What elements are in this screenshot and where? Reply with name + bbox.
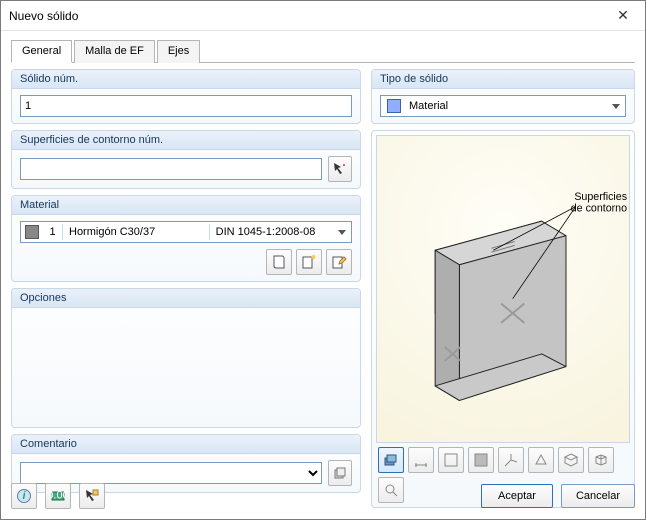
group-material: Material 1 Hormigón C30/37 DIN 1045-1:20… bbox=[11, 195, 361, 282]
dialog-window: Nuevo sólido ✕ General Malla de EF Ejes … bbox=[0, 0, 646, 520]
persp-icon bbox=[533, 452, 549, 468]
solid-type-dropdown-icon[interactable] bbox=[607, 100, 625, 112]
boundary-input[interactable] bbox=[20, 158, 322, 180]
new-icon bbox=[301, 254, 317, 270]
left-column: Sólido núm. Superficies de contorno núm. bbox=[11, 69, 361, 489]
frame-icon bbox=[443, 452, 459, 468]
cancel-button[interactable]: Cancelar bbox=[561, 484, 635, 508]
solid-type-swatch bbox=[387, 99, 401, 113]
edit-icon bbox=[331, 254, 347, 270]
cube-icon bbox=[593, 452, 609, 468]
group-solid-no-label: Sólido núm. bbox=[12, 70, 360, 89]
svg-text:0.00: 0.00 bbox=[50, 490, 66, 502]
client-area: General Malla de EF Ejes Sólido núm. Sup… bbox=[1, 31, 645, 519]
options-body bbox=[12, 308, 360, 320]
preview-annotation-l2: de contorno bbox=[571, 202, 627, 214]
group-solid-type: Tipo de sólido Material bbox=[371, 69, 635, 124]
material-index: 1 bbox=[43, 224, 63, 240]
material-swatch bbox=[25, 225, 39, 239]
material-selector[interactable]: 1 Hormigón C30/37 DIN 1045-1:2008-08 bbox=[20, 221, 352, 243]
window-title: Nuevo sólido bbox=[9, 9, 603, 23]
shade-icon bbox=[473, 452, 489, 468]
help-icon: i bbox=[16, 488, 32, 504]
group-boundary: Superficies de contorno núm. bbox=[11, 130, 361, 189]
solid-no-input[interactable] bbox=[20, 95, 352, 117]
ok-button[interactable]: Aceptar bbox=[481, 484, 553, 508]
solid-type-selector[interactable]: Material bbox=[380, 95, 626, 117]
tab-strip: General Malla de EF Ejes bbox=[11, 39, 635, 63]
group-solid-type-label: Tipo de sólido bbox=[372, 70, 634, 89]
footer: i 0.00 Aceptar Cancelar bbox=[11, 483, 635, 509]
axis-icon bbox=[503, 452, 519, 468]
book-icon bbox=[271, 254, 287, 270]
view-mode-4-button[interactable] bbox=[468, 447, 494, 473]
solid-view-icon bbox=[383, 452, 399, 468]
preview-svg: Superficies de contorno bbox=[377, 136, 629, 442]
right-column: Tipo de sólido Material bbox=[371, 69, 635, 489]
stack-icon bbox=[332, 465, 348, 481]
view-mode-3-button[interactable] bbox=[438, 447, 464, 473]
tab-axes[interactable]: Ejes bbox=[157, 40, 200, 63]
material-name: Hormigón C30/37 bbox=[63, 224, 210, 240]
units-button[interactable]: 0.00 bbox=[45, 483, 71, 509]
group-options: Opciones bbox=[11, 288, 361, 428]
material-new-button[interactable] bbox=[296, 249, 322, 275]
titlebar: Nuevo sólido ✕ bbox=[1, 1, 645, 31]
tab-general[interactable]: General bbox=[11, 40, 72, 63]
comment-combo[interactable] bbox=[20, 462, 322, 484]
iso-icon bbox=[563, 452, 579, 468]
group-material-label: Material bbox=[12, 196, 360, 215]
help-button[interactable]: i bbox=[11, 483, 37, 509]
preview-canvas: Superficies de contorno bbox=[376, 135, 630, 443]
pick-global-icon bbox=[84, 488, 100, 504]
view-mode-7-button[interactable] bbox=[558, 447, 584, 473]
material-library-button[interactable] bbox=[266, 249, 292, 275]
close-button[interactable]: ✕ bbox=[603, 2, 643, 30]
preview-annotation-l1: Superficies bbox=[574, 191, 627, 203]
view-mode-1-button[interactable] bbox=[378, 447, 404, 473]
group-preview: Superficies de contorno bbox=[371, 130, 635, 508]
view-mode-8-button[interactable] bbox=[588, 447, 614, 473]
tab-mesh[interactable]: Malla de EF bbox=[74, 40, 155, 63]
material-edit-button[interactable] bbox=[326, 249, 352, 275]
view-mode-2-button[interactable] bbox=[408, 447, 434, 473]
group-options-label: Opciones bbox=[12, 289, 360, 308]
group-solid-no: Sólido núm. bbox=[11, 69, 361, 124]
view-mode-5-button[interactable] bbox=[498, 447, 524, 473]
two-columns: Sólido núm. Superficies de contorno núm. bbox=[11, 69, 635, 489]
material-dropdown-icon[interactable] bbox=[333, 226, 351, 238]
pick-icon bbox=[332, 161, 348, 177]
global-pick-button[interactable] bbox=[79, 483, 105, 509]
view-mode-6-button[interactable] bbox=[528, 447, 554, 473]
group-comment-label: Comentario bbox=[12, 435, 360, 454]
material-norm: DIN 1045-1:2008-08 bbox=[210, 224, 333, 240]
pick-surfaces-button[interactable] bbox=[328, 156, 352, 182]
units-icon: 0.00 bbox=[50, 488, 66, 504]
solid-type-value: Material bbox=[407, 98, 607, 114]
dim-icon bbox=[413, 452, 429, 468]
group-boundary-label: Superficies de contorno núm. bbox=[12, 131, 360, 150]
